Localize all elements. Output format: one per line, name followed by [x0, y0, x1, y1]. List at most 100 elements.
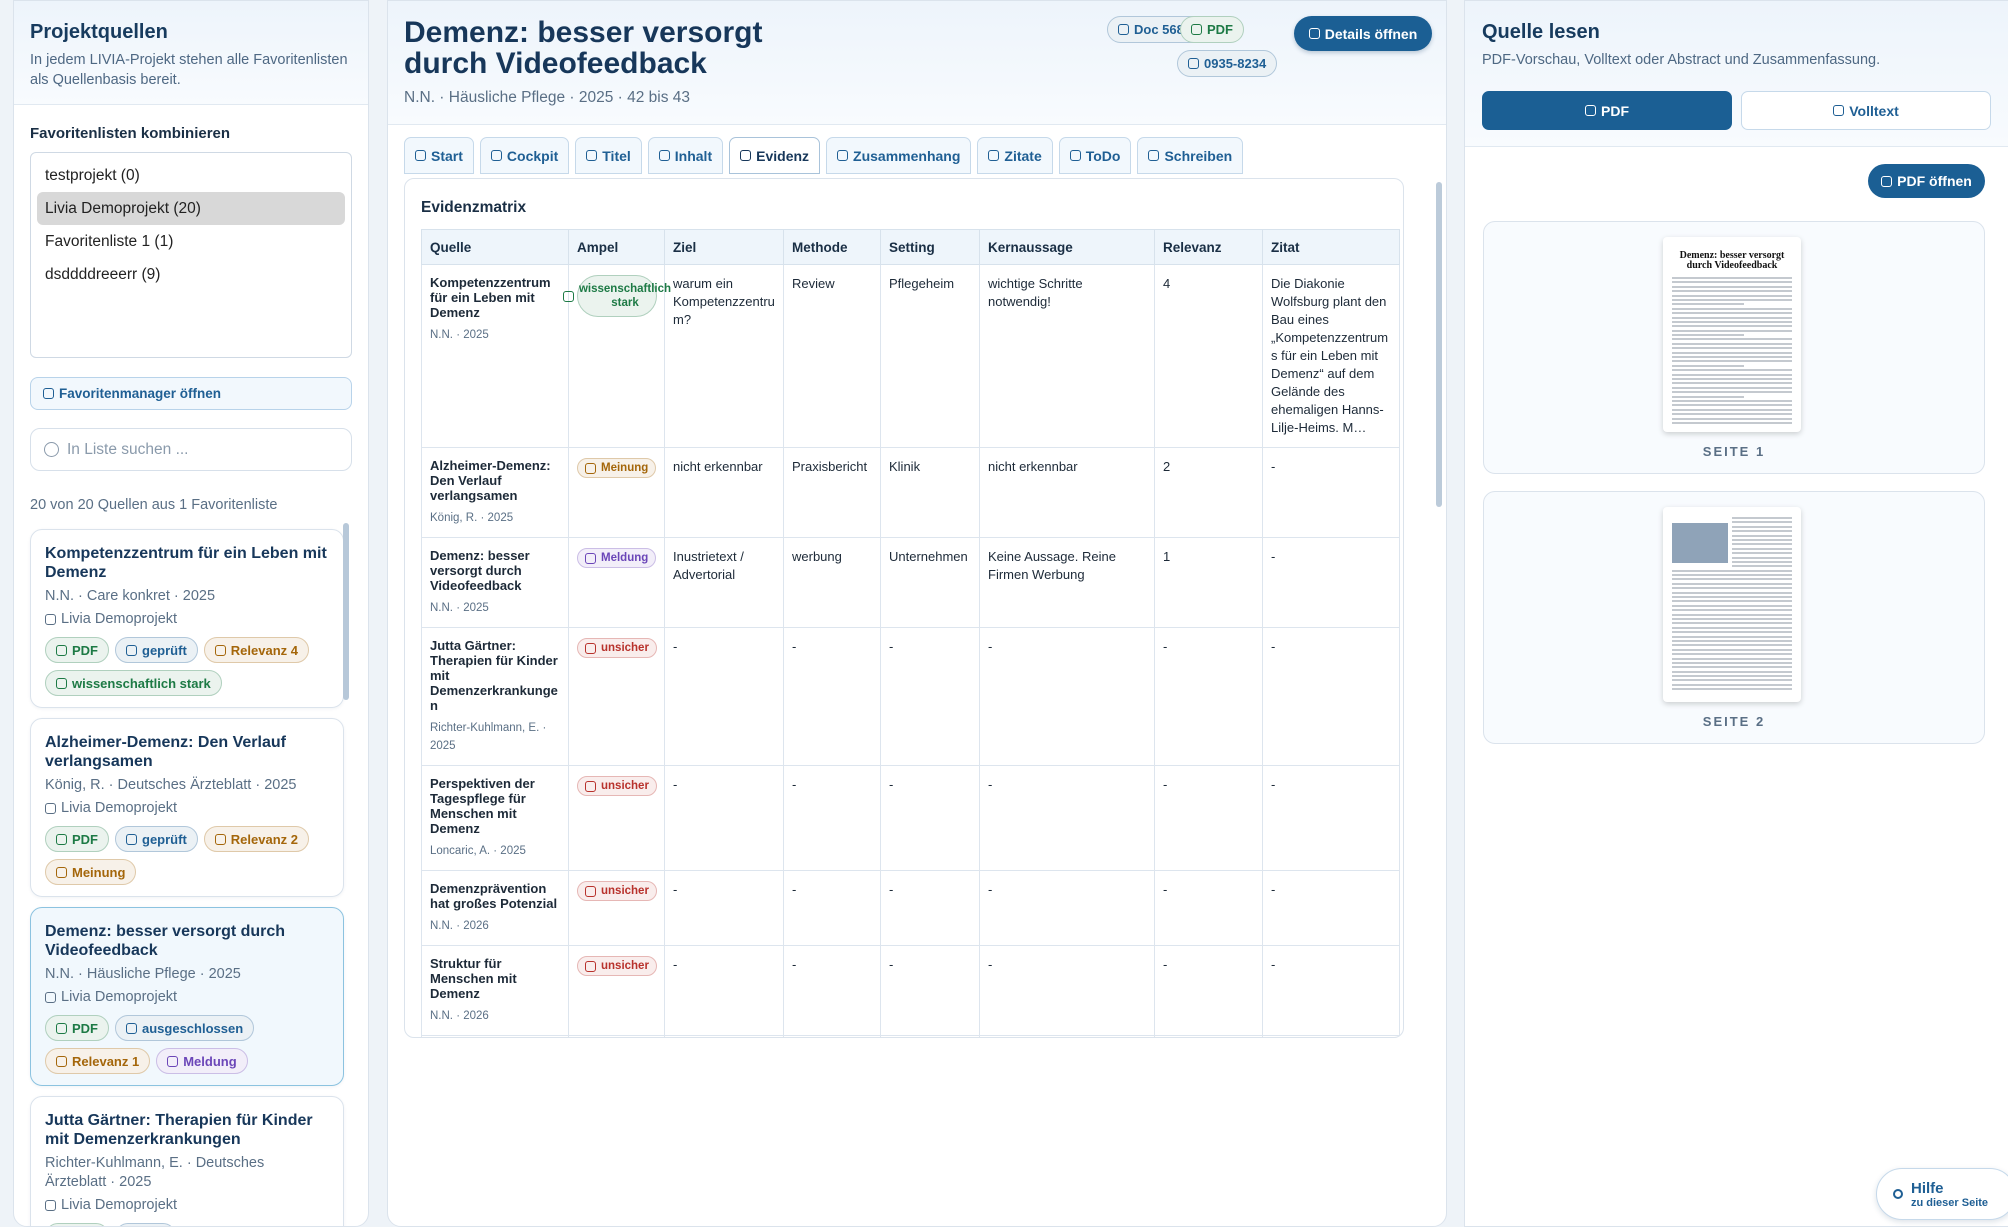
badge: 0935-8234: [1177, 50, 1278, 77]
ampel-label: Meinung: [601, 462, 649, 474]
tag-label: PDF: [72, 1020, 98, 1036]
icon: [1833, 105, 1845, 116]
tag-row: PDF geprüft Relevanz 2 Meinung: [45, 826, 329, 892]
source-name: Kompetenzzentrum für ein Leben mit Demen…: [430, 275, 551, 320]
ampel-badge: unsicher: [577, 956, 657, 976]
ampel-label: wissenschaftlich stark: [578, 283, 672, 309]
thumb-line: [1672, 360, 1792, 363]
cell-kernaussage: nicht erkennbar: [979, 447, 1155, 538]
manager-button[interactable]: Favoritenmanager öffnen: [30, 377, 352, 410]
cell-methode: Review: [783, 264, 881, 448]
icon: [1188, 58, 1199, 69]
card-project: Livia Demoprojekt: [45, 800, 329, 816]
icon: [45, 613, 56, 625]
thumb-line: [1672, 338, 1792, 341]
help-subtitle: zu dieser Seite: [1911, 1196, 1989, 1209]
table-row[interactable]: Perspektiven der Tagespflege für Mensche…: [421, 765, 1400, 871]
details-button[interactable]: Details öffnen: [1294, 16, 1432, 51]
icon: [56, 1055, 67, 1067]
source-card[interactable]: Demenz: besser versorgt durch Videofeedb…: [30, 907, 344, 1086]
view-tabs: PDF Volltext: [1482, 91, 1991, 130]
thumb-line: [1732, 517, 1792, 519]
tab[interactable]: Inhalt: [647, 137, 724, 174]
cell-relevanz: -: [1154, 627, 1263, 766]
card-project: Livia Demoprojekt: [45, 1197, 329, 1213]
icon: [126, 833, 137, 845]
tab-label: Zitate: [1004, 147, 1042, 164]
cell-ampel: unsicher: [568, 1035, 665, 1037]
thumb-line: [1672, 303, 1744, 306]
badge: PDF: [1180, 16, 1244, 43]
thumb-line: [1672, 325, 1792, 328]
card-meta: N.N. · Häusliche Pflege · 2025: [45, 966, 241, 982]
source-meta: N.N. · Häusliche Pflege · 2025 · 42 bis …: [404, 89, 691, 106]
thumb-line: [1672, 294, 1792, 297]
tag: Meinung: [45, 859, 137, 885]
panel-title: Quelle lesen: [1482, 21, 1600, 43]
button-label: PDF öffnen: [1897, 173, 1972, 189]
cell-ziel: nicht erkennbar: [664, 447, 784, 538]
tag: PDF: [45, 1223, 109, 1226]
source-meta: Richter-Kuhlmann, E. · 2025: [430, 722, 547, 752]
tag-label: Meldung: [183, 1053, 237, 1069]
thumb-line: [1672, 648, 1792, 651]
cell-ampel: wissenschaftlich stark: [562, 264, 671, 448]
tab-label: ToDo: [1085, 147, 1121, 164]
tab[interactable]: Evidenz: [729, 137, 821, 174]
cell-source: Jutta Gärtner: Therapien für Kinder mit …: [421, 627, 569, 766]
card-project: Livia Demoprojekt: [45, 611, 329, 627]
icon: [586, 150, 598, 161]
table-row[interactable]: Demenzprävention hat großes Potenzial N.N…: [421, 870, 1400, 946]
thumb-line: [1672, 312, 1792, 315]
thumb-line: [1672, 688, 1792, 691]
help-text: Hilfe zu dieser Seite: [1911, 1180, 1988, 1209]
section-label: Favoritenlisten kombinieren: [30, 125, 231, 142]
list-option[interactable]: dsddddreeerr (9): [45, 266, 161, 283]
table-row[interactable]: Demenz: besser versorgt durch Videofeedb…: [421, 537, 1400, 628]
thumb-line: [1732, 543, 1792, 546]
card-meta: König, R. · Deutsches Ärzteblatt · 2025: [45, 777, 297, 793]
list-option[interactable]: Livia Demoprojekt (20): [37, 192, 345, 225]
tab[interactable]: Cockpit: [479, 137, 570, 174]
thumb-line: [1672, 373, 1792, 376]
icon: [1148, 150, 1160, 161]
tab[interactable]: Titel: [575, 137, 642, 174]
view-tab[interactable]: PDF: [1482, 91, 1732, 130]
thumb-line: [1672, 657, 1792, 660]
source-card[interactable]: Kompetenzzentrum für ein Leben mit Demen…: [30, 529, 344, 708]
tab[interactable]: Schreiben: [1137, 137, 1244, 174]
tab[interactable]: Zusammenhang: [826, 137, 972, 174]
help-button[interactable]: Hilfe zu dieser Seite: [1876, 1168, 2008, 1220]
tab[interactable]: ToDo: [1058, 137, 1132, 174]
open-pdf-button[interactable]: PDF öffnen: [1868, 164, 1985, 198]
source-card[interactable]: Alzheimer-Demenz: Den Verlauf verlangsam…: [30, 718, 344, 897]
thumb-line: [1732, 560, 1792, 563]
list-option[interactable]: testprojekt (0): [45, 167, 140, 184]
source-card[interactable]: Jutta Gärtner: Therapien für Kinder mit …: [30, 1096, 344, 1226]
tab[interactable]: Zitate: [977, 137, 1053, 174]
icon: [1191, 24, 1202, 35]
table-row[interactable]: Struktur für Menschen mit Demenz N.N. · 2…: [421, 945, 1400, 1036]
source-meta: König, R. · 2025: [430, 512, 514, 524]
table-row[interactable]: Alzheimer-Demenz: Den Verlauf verlangsam…: [421, 447, 1400, 538]
source-name: Struktur für Menschen mit Demenz: [430, 956, 517, 1001]
search-input[interactable]: In Liste suchen ...: [30, 428, 352, 471]
table-row[interactable]: Jutta Gärtner: Therapien für Kinder mit …: [421, 627, 1400, 766]
cell-source: Demenzprävention hat großes Potenzial N.N…: [421, 870, 569, 946]
tab[interactable]: Start: [404, 137, 474, 174]
cell-setting: -: [880, 870, 980, 946]
thumb-line: [1672, 421, 1792, 424]
page-card[interactable]: SEITE 2: [1483, 491, 1985, 744]
cell-methode: -: [783, 627, 881, 766]
view-tab[interactable]: Volltext: [1741, 91, 1991, 130]
thumb-line: [1672, 329, 1792, 332]
table-row[interactable]: Menschen mit Demenz per App entlastenN.N…: [421, 1035, 1400, 1037]
table-row[interactable]: Kompetenzzentrum für ein Leben mit Demen…: [421, 264, 1400, 448]
icon: [490, 150, 502, 161]
column-header: Kernaussage: [979, 229, 1155, 265]
card-meta: N.N. · Care konkret · 2025: [45, 588, 216, 604]
list-option[interactable]: Favoritenliste 1 (1): [45, 233, 174, 250]
thumb-line: [1672, 413, 1792, 416]
page-card[interactable]: Demenz: besser versorgt durch Videofeedb…: [1483, 221, 1985, 474]
icon: [1585, 105, 1596, 116]
